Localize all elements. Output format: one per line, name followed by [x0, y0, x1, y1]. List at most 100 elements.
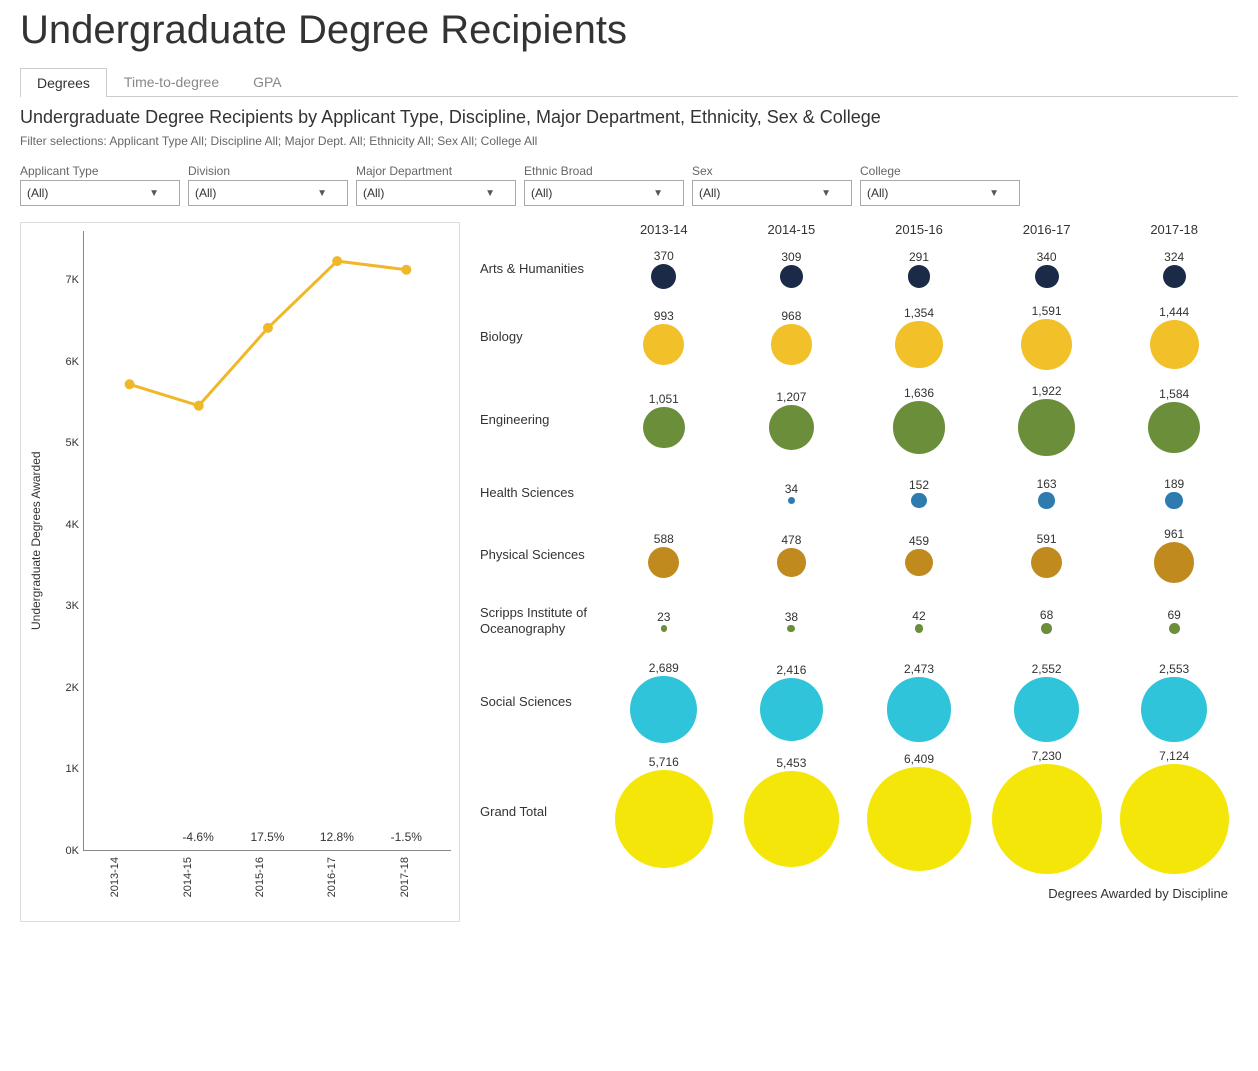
- dot-circle: [780, 265, 803, 288]
- tab-degrees[interactable]: Degrees: [20, 68, 107, 97]
- dot-cell[interactable]: 291: [855, 249, 983, 289]
- dot-cell[interactable]: 1,922: [983, 384, 1111, 456]
- dot-value-label: 163: [1037, 477, 1057, 491]
- y-tick: 5K: [66, 437, 79, 449]
- dot-circle: [1035, 265, 1059, 289]
- dot-row: Arts & Humanities370309291340324: [480, 241, 1238, 297]
- filter-note: Filter selections: Applicant Type All; D…: [20, 134, 1238, 148]
- dot-column-header: 2015-16: [855, 222, 983, 241]
- dot-circle: [630, 676, 697, 743]
- dot-value-label: 69: [1167, 608, 1180, 622]
- dot-circle: [1150, 320, 1199, 369]
- y-tick: 4K: [66, 519, 79, 531]
- chevron-down-icon: ▼: [989, 188, 999, 199]
- dot-circle: [893, 401, 945, 453]
- dot-value-label: 38: [785, 610, 798, 624]
- dot-circle: [648, 547, 679, 578]
- filter-label: College: [860, 164, 1020, 178]
- dot-cell[interactable]: 6,409: [855, 749, 983, 874]
- dot-cell[interactable]: 324: [1110, 249, 1238, 289]
- dot-circle: [769, 405, 814, 450]
- dot-circle: [777, 548, 805, 576]
- pct-label: -4.6%: [182, 830, 213, 844]
- dot-cell[interactable]: 1,591: [983, 304, 1111, 371]
- filter-select-ethnic-broad[interactable]: (All)▼: [524, 180, 684, 206]
- dot-value-label: 1,591: [1032, 304, 1062, 318]
- dot-cell[interactable]: 370: [600, 249, 728, 289]
- dot-cell[interactable]: 23: [600, 608, 728, 634]
- dot-value-label: 7,124: [1159, 749, 1189, 763]
- dot-value-label: 324: [1164, 250, 1184, 264]
- dot-value-label: 370: [654, 249, 674, 263]
- dot-cell[interactable]: 1,444: [1110, 304, 1238, 371]
- dot-column-header: 2013-14: [600, 222, 728, 241]
- dot-cell[interactable]: 69: [1110, 608, 1238, 634]
- y-tick: 6K: [66, 356, 79, 368]
- dot-cell[interactable]: 2,416: [728, 661, 856, 743]
- plot-area: 5,716-4.6%5,45317.5%6,40912.8%7,230-1.5%…: [83, 231, 451, 851]
- dot-cell[interactable]: 2,553: [1110, 661, 1238, 743]
- dot-circle: [1041, 623, 1052, 634]
- filter-label: Sex: [692, 164, 852, 178]
- dot-cell[interactable]: 961: [1110, 527, 1238, 582]
- dot-row-label: Grand Total: [480, 804, 600, 820]
- dot-cell[interactable]: 2,689: [600, 661, 728, 743]
- dot-cell[interactable]: 7,124: [1110, 749, 1238, 874]
- dot-cell[interactable]: 459: [855, 527, 983, 582]
- filter-select-applicant-type[interactable]: (All)▼: [20, 180, 180, 206]
- dot-cell[interactable]: 7,230: [983, 749, 1111, 874]
- dot-row-label: Biology: [480, 329, 600, 345]
- dot-circle: [1163, 265, 1186, 288]
- bar-chart: Undergraduate Degrees Awarded 0K1K2K3K4K…: [20, 222, 460, 922]
- dot-cell[interactable]: 68: [983, 608, 1111, 634]
- dot-cell[interactable]: 5,453: [728, 749, 856, 874]
- dot-cell[interactable]: 1,584: [1110, 384, 1238, 456]
- dot-cell[interactable]: 588: [600, 527, 728, 582]
- dot-cell[interactable]: 2,473: [855, 661, 983, 743]
- dot-cell[interactable]: 968: [728, 304, 856, 371]
- dot-cell[interactable]: 189: [1110, 477, 1238, 510]
- dot-cell[interactable]: 152: [855, 477, 983, 510]
- dot-circle: [887, 677, 951, 741]
- dot-cell[interactable]: 42: [855, 608, 983, 634]
- filter-value: (All): [531, 186, 552, 200]
- dot-circle: [1169, 623, 1180, 634]
- filter-select-college[interactable]: (All)▼: [860, 180, 1020, 206]
- dot-value-label: 591: [1037, 532, 1057, 546]
- dot-cell[interactable]: 38: [728, 608, 856, 634]
- tab-time-to-degree[interactable]: Time-to-degree: [107, 67, 236, 96]
- dot-circle: [1014, 677, 1079, 742]
- dot-cell[interactable]: 309: [728, 249, 856, 289]
- dot-chart-footer: Degrees Awarded by Discipline: [480, 874, 1238, 901]
- y-axis-label: Undergraduate Degrees Awarded: [29, 231, 43, 851]
- subtitle: Undergraduate Degree Recipients by Appli…: [20, 107, 1238, 128]
- dot-cell[interactable]: 1,636: [855, 384, 983, 456]
- dot-chart: 2013-142014-152015-162016-172017-18 Arts…: [480, 222, 1238, 922]
- dot-circle: [908, 265, 930, 287]
- dot-cell[interactable]: 591: [983, 527, 1111, 582]
- tab-gpa[interactable]: GPA: [236, 67, 299, 96]
- filter-select-major-department[interactable]: (All)▼: [356, 180, 516, 206]
- dot-cell[interactable]: 1,051: [600, 384, 728, 456]
- filter-bar: Applicant Type(All)▼Division(All)▼Major …: [20, 164, 1238, 206]
- dot-cell[interactable]: 478: [728, 527, 856, 582]
- dot-cell[interactable]: 34: [728, 477, 856, 510]
- dot-cell[interactable]: 5,716: [600, 749, 728, 874]
- dot-value-label: 1,354: [904, 306, 934, 320]
- dot-value-label: 961: [1164, 527, 1184, 541]
- dot-cell[interactable]: 1,207: [728, 384, 856, 456]
- dot-cell[interactable]: 2,552: [983, 661, 1111, 743]
- filter-select-division[interactable]: (All)▼: [188, 180, 348, 206]
- dot-circle: [1120, 764, 1229, 873]
- dot-cell[interactable]: 1,354: [855, 304, 983, 371]
- dot-cell[interactable]: 993: [600, 304, 728, 371]
- dot-value-label: 2,473: [904, 662, 934, 676]
- dot-value-label: 7,230: [1032, 749, 1062, 763]
- dot-cell[interactable]: 340: [983, 249, 1111, 289]
- filter-select-sex[interactable]: (All)▼: [692, 180, 852, 206]
- dot-cell[interactable]: [600, 477, 728, 510]
- dot-column-header: 2016-17: [983, 222, 1111, 241]
- dot-cell[interactable]: 163: [983, 477, 1111, 510]
- dot-circle: [1031, 547, 1062, 578]
- dot-value-label: 1,922: [1032, 384, 1062, 398]
